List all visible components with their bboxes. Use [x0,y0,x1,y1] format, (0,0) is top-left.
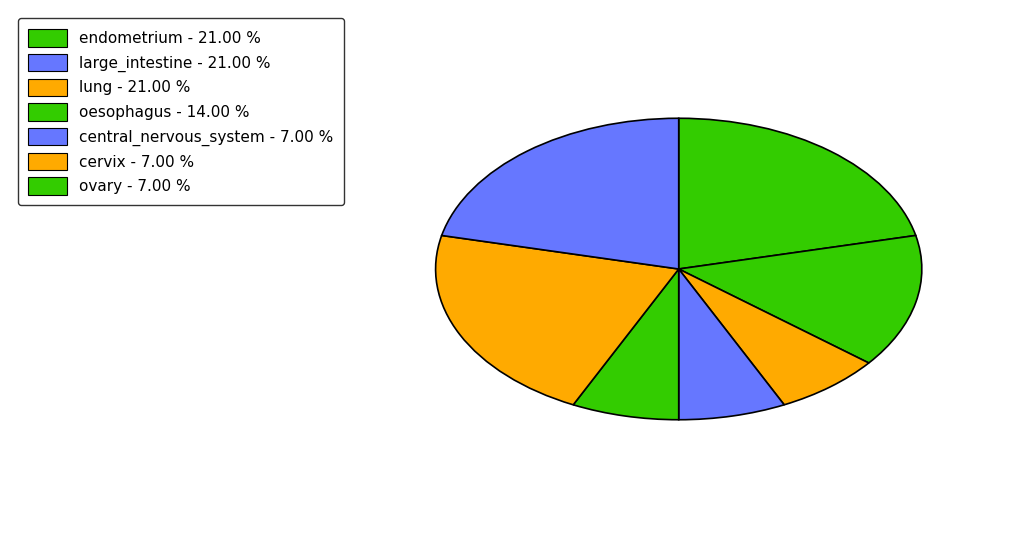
Wedge shape [442,118,679,269]
Wedge shape [573,269,679,420]
Wedge shape [679,236,922,363]
Wedge shape [679,269,784,420]
Wedge shape [679,118,916,269]
Wedge shape [436,236,679,405]
Legend: endometrium - 21.00 %, large_intestine - 21.00 %, lung - 21.00 %, oesophagus - 1: endometrium - 21.00 %, large_intestine -… [18,18,343,206]
Wedge shape [679,269,869,405]
